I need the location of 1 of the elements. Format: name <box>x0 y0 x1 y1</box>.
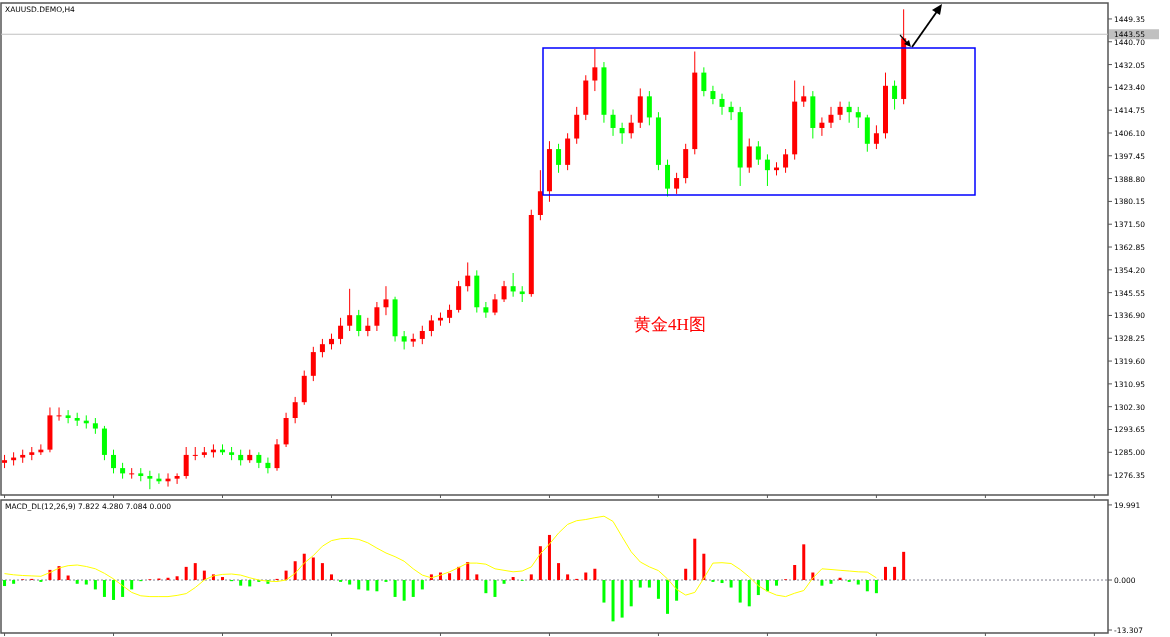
annotation: 黄金4H图 <box>634 315 706 334</box>
